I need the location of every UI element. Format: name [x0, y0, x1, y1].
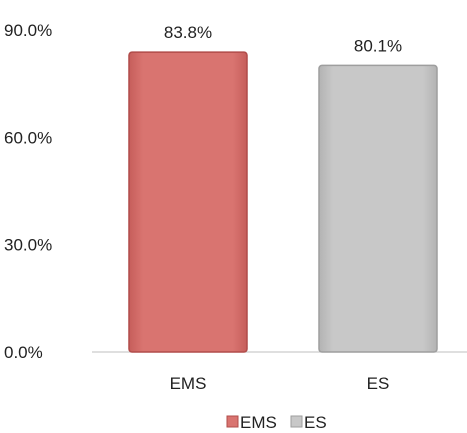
data-label-es: 80.1% — [354, 36, 402, 55]
bar-es — [318, 64, 438, 353]
y-tick-label: 30.0% — [4, 236, 52, 255]
y-axis-tick-labels: 0.0% 30.0% 60.0% 90.0% — [4, 21, 52, 362]
y-tick-label: 90.0% — [4, 21, 52, 40]
legend-label-es: ES — [304, 413, 327, 432]
legend-swatch-es — [290, 415, 303, 428]
legend-label-ems: EMS — [240, 413, 277, 432]
x-axis-category-labels: EMS ES — [170, 374, 390, 393]
bar-ems — [128, 51, 248, 353]
legend: EMS ES — [226, 413, 327, 432]
data-label-ems: 83.8% — [164, 23, 212, 42]
category-label-ems: EMS — [170, 374, 207, 393]
category-label-es: ES — [367, 374, 390, 393]
legend-swatch-ems — [226, 415, 239, 428]
y-tick-label: 60.0% — [4, 128, 52, 147]
bars-group — [128, 51, 438, 353]
data-labels-group: 83.8% 80.1% — [164, 23, 402, 55]
y-tick-label: 0.0% — [4, 343, 43, 362]
